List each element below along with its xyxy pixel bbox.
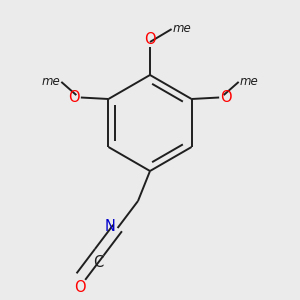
Text: me: me — [173, 22, 191, 35]
Text: O: O — [69, 90, 80, 105]
Text: C: C — [93, 255, 103, 270]
Text: me: me — [42, 75, 61, 88]
Text: O: O — [220, 90, 231, 105]
Text: O: O — [74, 280, 86, 295]
Text: N: N — [104, 219, 115, 234]
Text: me: me — [239, 75, 258, 88]
Text: O: O — [144, 32, 156, 46]
